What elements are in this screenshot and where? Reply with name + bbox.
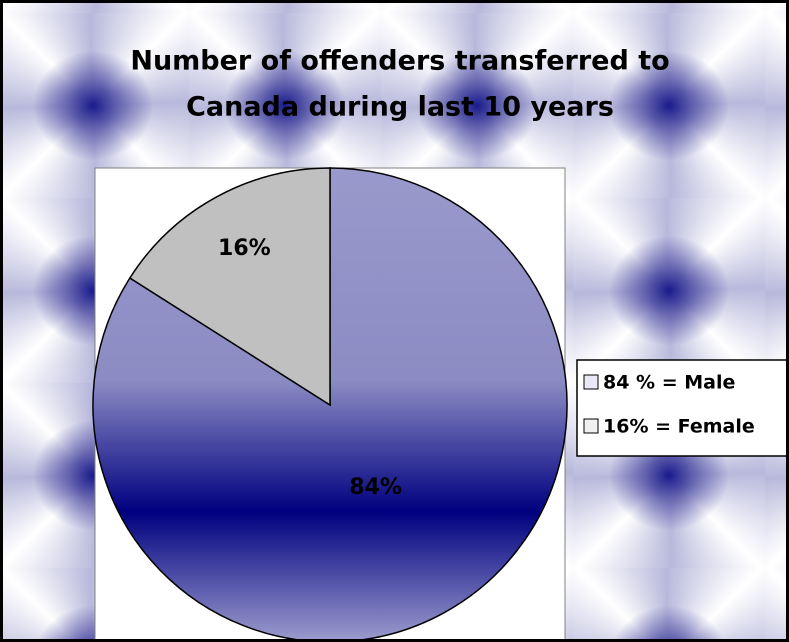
data-label: 16% — [218, 236, 271, 261]
data-label: 84% — [349, 475, 402, 500]
pie-slice — [128, 167, 331, 407]
chart-title: Number of offenders transferred to — [130, 46, 669, 77]
legend-label: 16% = Female — [603, 416, 755, 438]
legend-swatch — [583, 374, 599, 390]
legend-box — [576, 359, 786, 457]
legend-label: 84 % = Male — [603, 372, 735, 394]
chart-title: Canada during last 10 years — [186, 92, 614, 123]
legend-swatch — [583, 418, 599, 434]
chart: Number of offenders transferred to Canad… — [92, 46, 786, 639]
